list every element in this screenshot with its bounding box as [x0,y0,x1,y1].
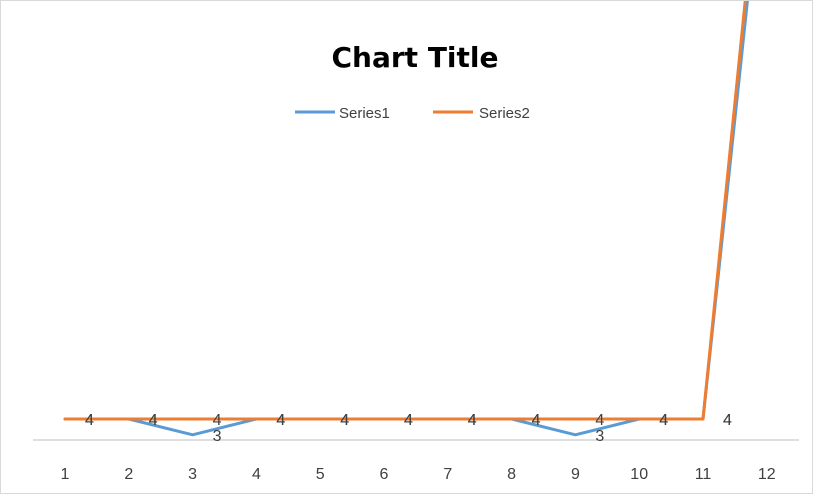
data-label: 4 [340,412,349,429]
data-label: 3 [595,428,604,445]
x-tick-label: 2 [124,466,133,483]
data-label: 4 [276,412,285,429]
x-tick-label: 8 [507,466,516,483]
x-tick-label: 7 [443,466,452,483]
x-tick-label: 11 [695,466,712,483]
x-tick-label: 12 [758,466,776,483]
x-tick-label: 10 [630,466,648,483]
x-tick-label: 4 [252,466,261,483]
legend-label-2: Series2 [479,105,530,122]
data-label: 4 [723,412,732,429]
x-axis-tick-labels: 1 2 3 4 5 6 7 8 9 10 11 12 [61,466,776,483]
x-tick-label: 5 [316,466,325,483]
legend-label-1: Series1 [339,105,390,122]
data-label: 4 [468,412,477,429]
series-lines [63,1,749,437]
data-label: 4 [595,412,604,429]
data-label: 4 [85,412,94,429]
data-label: 4 [468,412,477,429]
x-tick-label: 6 [380,466,389,483]
data-label: 4 [85,412,94,429]
data-label: 4 [149,412,158,429]
data-label: 4 [532,412,541,429]
data-label: 4 [213,412,222,429]
data-label: 4 [723,412,732,429]
legend: Series1 Series2 [295,105,530,122]
x-tick-label: 9 [571,466,580,483]
data-label: 4 [404,412,413,429]
data-label: 3 [213,428,222,445]
data-label: 4 [276,412,285,429]
data-label: 4 [404,412,413,429]
chart-title: Chart Title [332,41,499,74]
x-tick-label: 3 [188,466,197,483]
data-label: 4 [659,412,668,429]
series-line-2 [63,1,747,421]
data-label: 4 [149,412,158,429]
x-tick-label: 1 [61,466,70,483]
data-label: 4 [659,412,668,429]
data-label: 4 [532,412,541,429]
data-label: 4 [340,412,349,429]
data-labels: 44344444344424444444444444 [85,412,732,445]
